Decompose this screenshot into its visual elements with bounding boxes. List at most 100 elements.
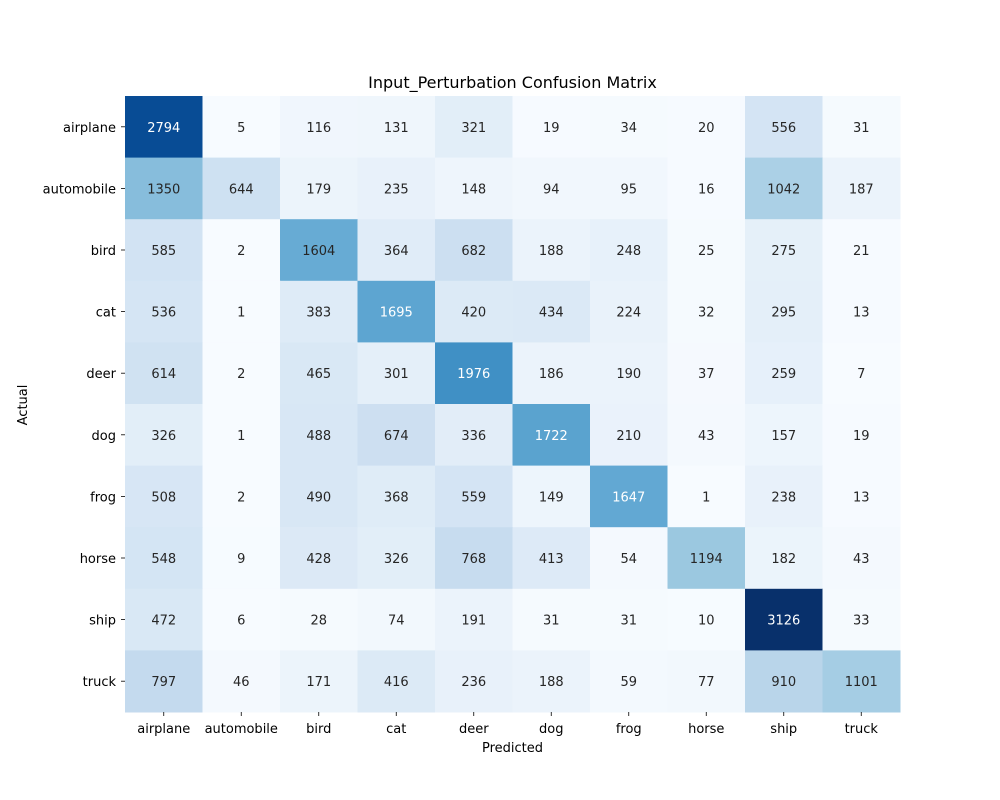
x-tick-label: bird [306,722,331,737]
heatmap-cell-label: 191 [461,614,486,629]
heatmap-cell-label: 116 [306,121,331,136]
heatmap-cell-label: 1695 [380,306,413,321]
heatmap-cell [667,465,746,528]
heatmap-cell-label: 1 [237,429,245,444]
heatmap-cell [280,404,358,467]
heatmap-cell [512,404,591,467]
heatmap-cell-label: 148 [461,182,486,197]
heatmap-cell-label: 536 [151,306,176,321]
heatmap-cell-label: 33 [853,614,870,629]
heatmap-cell [590,219,668,282]
heatmap-cell-label: 190 [616,367,641,382]
x-tick-label: ship [770,722,797,737]
heatmap-cell-label: 556 [771,121,796,136]
heatmap-cell [512,96,591,159]
heatmap-cell-label: 364 [384,244,409,259]
heatmap-cell [512,280,591,343]
heatmap-cell [357,650,436,713]
heatmap-cell-label: 13 [853,490,870,505]
heatmap-cell [280,157,358,220]
heatmap-cell-label: 1101 [845,675,878,690]
heatmap-cell [822,342,901,405]
heatmap-cell [667,527,746,590]
heatmap-cell [202,588,281,651]
heatmap-cell [822,404,901,467]
heatmap-cell-label: 182 [771,552,796,567]
heatmap-cell-label: 259 [771,367,796,382]
heatmap-cell [435,219,513,282]
heatmap-cell [357,342,436,405]
heatmap-cell [590,342,668,405]
y-tick-label: dog [92,429,116,444]
heatmap-cell-label: 16 [698,182,715,197]
y-tick-label: cat [96,306,116,321]
heatmap-cell-label: 210 [616,429,641,444]
heatmap-cell [667,96,746,159]
heatmap-cell [667,157,746,220]
heatmap-cell-label: 1350 [147,182,180,197]
x-axis-label: Predicted [482,741,543,756]
heatmap-cell-label: 368 [384,490,409,505]
heatmap-cell-label: 674 [384,429,409,444]
heatmap-cell-label: 490 [306,490,331,505]
heatmap-cell [590,650,668,713]
heatmap-cell [667,650,746,713]
y-tick-label: truck [83,675,117,690]
heatmap-cell-label: 420 [461,306,486,321]
heatmap-cell-label: 295 [771,306,796,321]
heatmap-cell [280,527,358,590]
chart-title: Input_Perturbation Confusion Matrix [368,73,657,93]
heatmap-cell [280,650,358,713]
heatmap-cell-label: 1 [237,306,245,321]
heatmap-cell [202,157,281,220]
heatmap-cell-label: 321 [461,121,486,136]
heatmap-cell [745,157,823,220]
heatmap-cell [590,157,668,220]
heatmap-cell-label: 614 [151,367,176,382]
x-tick-label: dog [539,722,563,737]
heatmap-cell-label: 434 [539,306,564,321]
heatmap-cell-label: 43 [853,552,870,567]
heatmap-cell-label: 1722 [535,429,568,444]
heatmap-cell [590,96,668,159]
heatmap-cell [280,342,358,405]
y-tick-label: frog [90,490,116,505]
heatmap-cell-label: 13 [853,306,870,321]
heatmap-cell-label: 238 [771,490,796,505]
heatmap-cell [125,650,203,713]
heatmap-cell [822,588,901,651]
heatmap-cell [280,465,358,528]
heatmap-cell-label: 2 [237,490,245,505]
heatmap-cell [202,219,281,282]
heatmap-cell-label: 1976 [457,367,490,382]
heatmap-cell [435,527,513,590]
heatmap-cell-label: 2794 [147,121,180,136]
heatmap-cell [822,96,901,159]
y-tick-label: ship [89,614,116,629]
heatmap-cell [745,280,823,343]
heatmap-cell [435,280,513,343]
heatmap-cell [202,404,281,467]
heatmap-cell-label: 585 [151,244,176,259]
heatmap-cell [357,465,436,528]
heatmap-cell-label: 19 [853,429,870,444]
y-axis-label: Actual [16,385,31,426]
heatmap-cell-label: 3126 [767,614,800,629]
heatmap-cell [125,157,203,220]
heatmap-cell [745,96,823,159]
x-tick-label: frog [616,722,642,737]
x-tick-label: airplane [137,722,190,737]
heatmap-cell [125,527,203,590]
heatmap-cell-label: 186 [539,367,564,382]
heatmap-cell-label: 416 [384,675,409,690]
heatmap-cell-label: 1042 [767,182,800,197]
heatmap-cell [357,588,436,651]
heatmap-cell-label: 31 [543,614,560,629]
x-tick-label: truck [845,722,879,737]
heatmap-cell [435,96,513,159]
heatmap-cell-label: 235 [384,182,409,197]
heatmap-cell-label: 25 [698,244,715,259]
heatmap-cell [822,219,901,282]
heatmap-cell-label: 326 [151,429,176,444]
